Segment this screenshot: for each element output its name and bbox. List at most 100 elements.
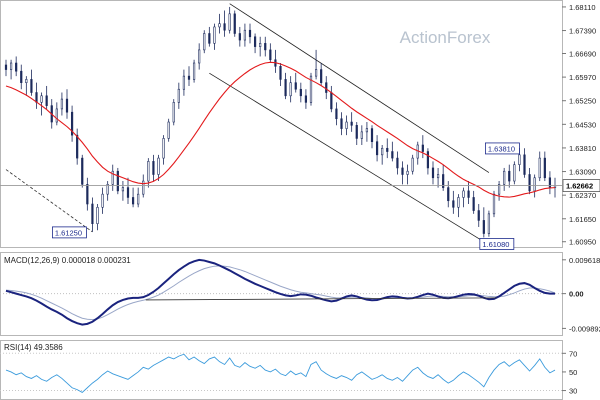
- candle-body: [360, 131, 363, 139]
- price-annotation-box: [479, 238, 515, 250]
- price-tick-label: 1.66690: [569, 49, 596, 58]
- candle-body: [177, 88, 180, 103]
- candle-body: [238, 33, 241, 41]
- candle-body: [294, 82, 297, 90]
- macd-trendline: [145, 297, 497, 301]
- candle-body: [91, 203, 94, 224]
- rsi-line: [5, 353, 556, 393]
- candle-body: [442, 174, 445, 188]
- candle-body: [233, 13, 236, 34]
- candle-body: [116, 170, 119, 192]
- candle-body: [126, 187, 130, 198]
- candle-body: [25, 79, 28, 83]
- price-trendlines: [5, 169, 93, 233]
- candle-body: [523, 154, 526, 175]
- candle-body: [55, 108, 58, 123]
- candle-body: [513, 164, 516, 182]
- candle-body: [20, 70, 23, 83]
- price-tick-label: 1.67390: [569, 27, 596, 36]
- candle-body: [381, 147, 384, 156]
- candle-body: [436, 174, 440, 179]
- candle-body: [279, 65, 282, 80]
- price-y-axis: 1.68110 1.67390 1.66690 1.65970 1.65250 1.645…: [562, 3, 596, 247]
- price-tick-label: 1.62370: [569, 191, 596, 200]
- channel-lower-line: [209, 72, 485, 243]
- candle-body: [9, 62, 13, 70]
- candle-body: [426, 151, 430, 169]
- candle-body: [457, 197, 460, 208]
- candle-body: [518, 154, 521, 165]
- candle-body: [365, 128, 369, 133]
- candle-body: [309, 75, 313, 103]
- candle-body: [386, 147, 389, 152]
- candle-body: [269, 49, 272, 61]
- rsi-levels: [0, 352, 562, 392]
- price-annotation-label: 1.61250: [55, 228, 82, 237]
- candle-body: [401, 167, 404, 175]
- candle-body: [187, 75, 191, 80]
- candle-body: [208, 33, 211, 44]
- macd-line: [5, 258, 555, 326]
- price-tick-label: 1.64530: [569, 120, 596, 129]
- candle-body: [147, 161, 150, 182]
- price-tick-label: 1.65970: [569, 73, 596, 82]
- candle-body: [482, 220, 485, 234]
- trend-channel: [209, 3, 490, 243]
- candle-body: [284, 79, 287, 97]
- candle-body: [157, 157, 160, 175]
- current-price-box: [562, 179, 600, 192]
- channel-upper-line: [229, 3, 490, 173]
- candle-body: [330, 92, 333, 110]
- candle-body: [45, 95, 48, 106]
- price-tick-label: 1.68110: [569, 3, 596, 12]
- dashed-trendline: [5, 169, 93, 233]
- candle-body: [96, 206, 99, 224]
- candle-body: [182, 75, 186, 90]
- candle-body: [264, 43, 267, 51]
- rsi-tick-label: 30: [569, 387, 577, 396]
- candle-body: [335, 108, 338, 120]
- candle-body: [111, 170, 114, 185]
- candle-body: [243, 29, 247, 41]
- candle-body: [299, 88, 302, 97]
- price-annotation-box: [52, 226, 87, 239]
- candle-body: [370, 128, 374, 143]
- candle-body: [106, 184, 109, 195]
- candle-body: [60, 98, 64, 110]
- candle-body: [259, 43, 262, 47]
- candle-body: [508, 170, 511, 182]
- candle-body: [198, 49, 201, 64]
- price-annotation-label: 1.61080: [482, 240, 509, 249]
- rsi-title: RSI(14) 49.3586: [4, 343, 63, 352]
- candle-body: [375, 141, 379, 156]
- candle-body: [218, 23, 221, 28]
- candle-body: [503, 170, 506, 185]
- candle-body: [340, 118, 343, 129]
- candle-body: [65, 98, 69, 113]
- candle-body: [543, 157, 546, 179]
- candle-body: [248, 29, 252, 38]
- candle-body: [345, 121, 348, 129]
- candle-body: [487, 213, 491, 234]
- candle-body: [492, 193, 496, 215]
- candle-body: [462, 190, 465, 198]
- candle-body: [538, 157, 541, 179]
- candle-body: [172, 102, 175, 123]
- candle-body: [411, 157, 414, 172]
- candle-body: [228, 13, 231, 31]
- candle-body: [528, 174, 531, 192]
- candle-body: [289, 82, 292, 97]
- moving-average-line: [5, 61, 556, 198]
- price-annotation-box: [485, 142, 520, 155]
- candle-body: [35, 92, 38, 103]
- price-tick-label: 1.65250: [569, 97, 596, 106]
- candle-body: [396, 157, 399, 169]
- current-price-label: 1.62662: [566, 182, 593, 191]
- price-annotation-label: 1.63810: [488, 144, 515, 153]
- candle-body: [431, 167, 435, 179]
- candle-body: [320, 69, 323, 83]
- macd-tick-label: -0.009892: [569, 324, 600, 333]
- candle-body: [223, 23, 226, 31]
- rsi-tick-label: 70: [569, 349, 577, 358]
- macd-panel: MACD(12,26,9) 0.000018 0.000231 0.009618…: [0, 252, 600, 336]
